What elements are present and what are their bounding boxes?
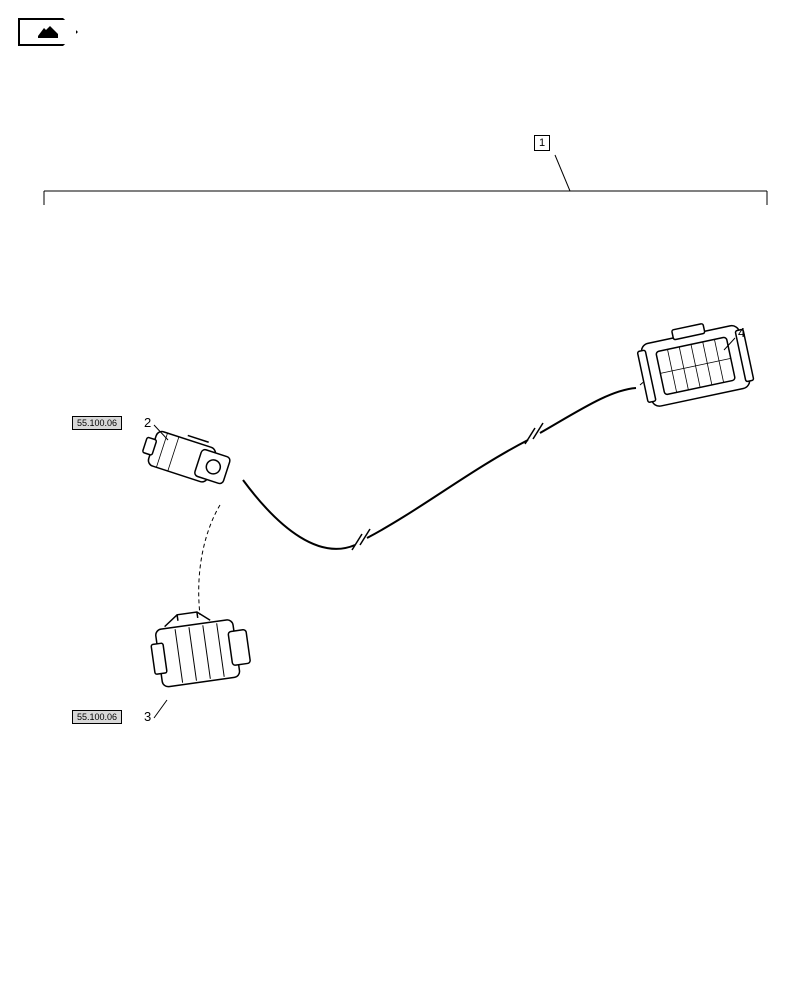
callout-1-box: 1 xyxy=(534,135,550,151)
bracket-callout-1 xyxy=(44,155,767,205)
wire-branch-dashed xyxy=(199,368,662,615)
wiring-diagram xyxy=(0,0,812,1000)
ref-box-3: 55.100.06 xyxy=(72,710,122,724)
connector-3 xyxy=(147,606,252,689)
callout-3-label: 3 xyxy=(144,709,151,724)
ref-2-text: 55.100.06 xyxy=(77,418,117,428)
callout-1-label: 1 xyxy=(539,137,545,149)
connector-4 xyxy=(634,316,755,409)
wire-harness xyxy=(243,388,636,550)
callout-4-label: 4 xyxy=(738,325,745,340)
connector-2 xyxy=(139,424,233,489)
ref-box-2: 55.100.06 xyxy=(72,416,122,430)
ref-3-text: 55.100.06 xyxy=(77,712,117,722)
callout-2-label: 2 xyxy=(144,415,151,430)
